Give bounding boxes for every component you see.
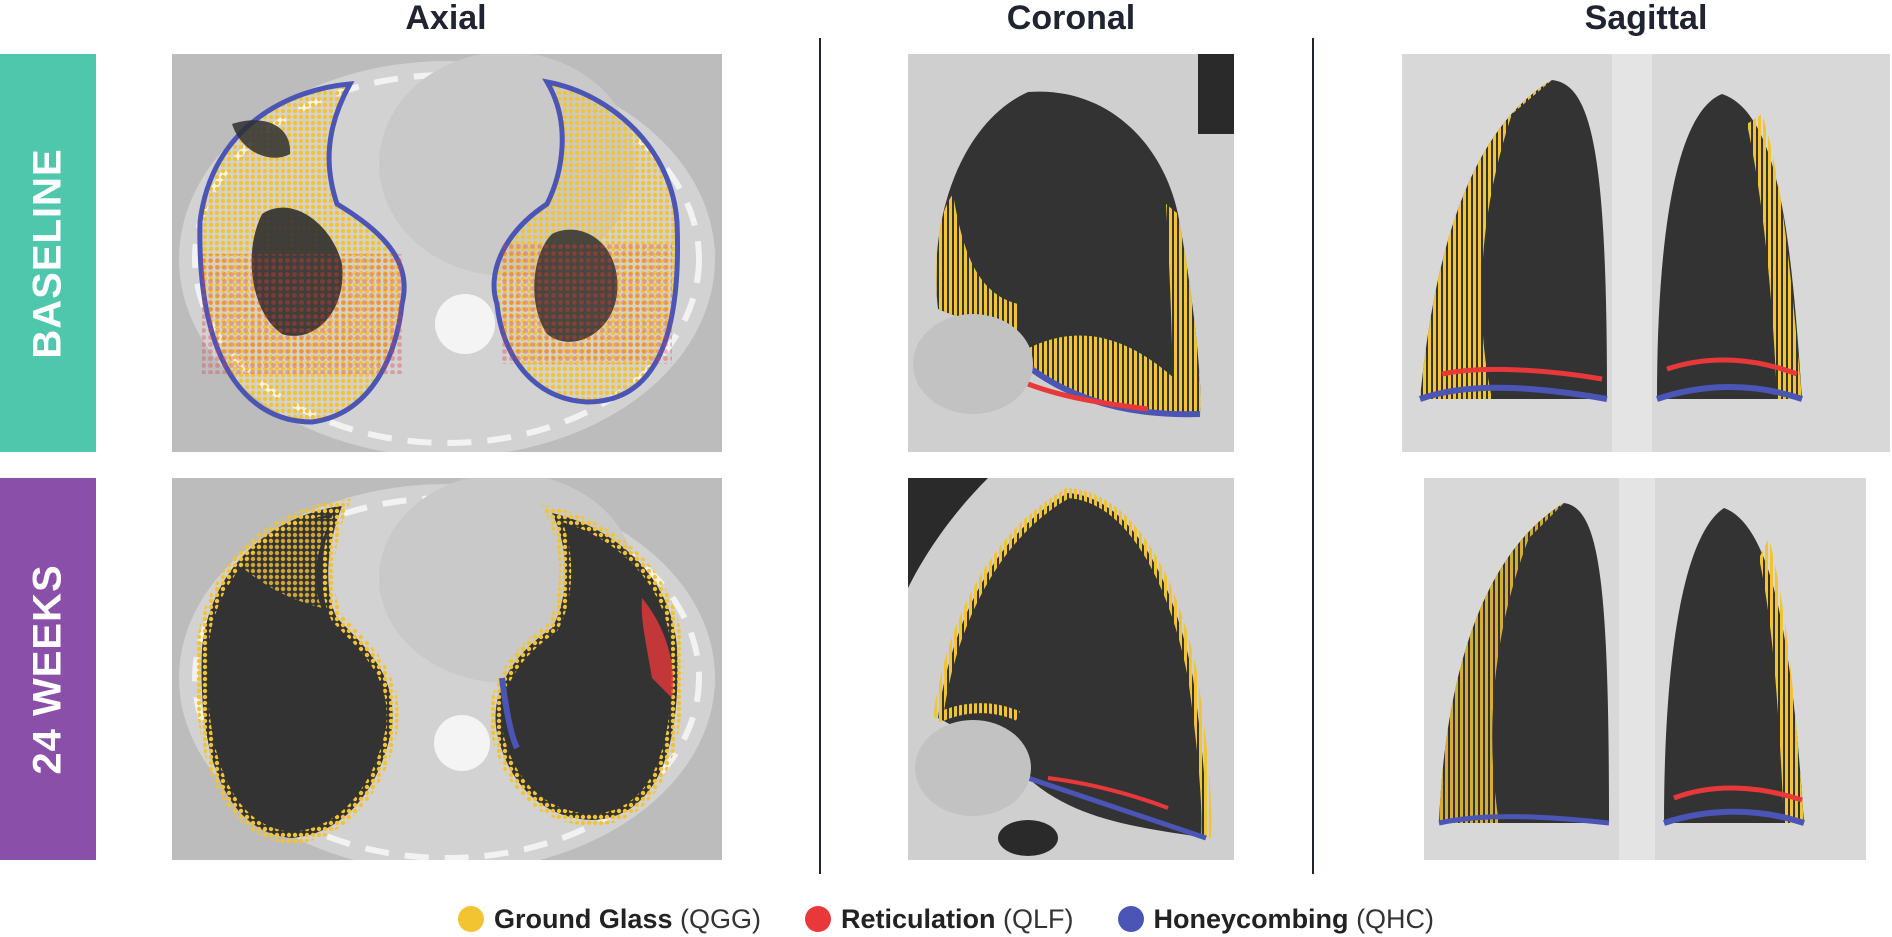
column-header-coronal: Coronal [1006, 0, 1136, 37]
honeycombing-swatch-icon [1117, 906, 1144, 932]
column-divider-left [819, 38, 821, 874]
reticulation-swatch-icon [805, 906, 831, 932]
ct-image-sagittal-baseline [1402, 54, 1890, 452]
legend-abbr-qhc: (QHC) [1356, 903, 1435, 934]
legend-item-honeycombing: Honeycombing (QHC) [1117, 903, 1435, 935]
row-label-baseline-text: BASELINE [25, 147, 70, 359]
legend-label-honeycombing: Honeycombing [1153, 903, 1349, 934]
legend-label-ground-glass: Ground Glass [493, 903, 673, 934]
ct-image-sagittal-24-weeks [1424, 478, 1866, 860]
column-header-axial: Axial [405, 0, 487, 37]
ct-image-coronal-24-weeks [908, 478, 1234, 860]
legend-abbr-qlf: (QLF) [1003, 903, 1074, 934]
ct-image-axial-24-weeks [172, 478, 722, 860]
ground-glass-swatch-icon [457, 906, 484, 932]
legend-item-reticulation: Reticulation (QLF) [805, 904, 1074, 935]
row-label-baseline: BASELINE [0, 54, 96, 452]
ct-image-axial-baseline [172, 54, 722, 452]
ct-image-coronal-baseline [908, 54, 1234, 452]
legend: Ground Glass (QGG) Reticulation (QLF) Ho… [0, 902, 1892, 936]
legend-item-ground-glass: Ground Glass (QGG) [457, 903, 761, 935]
legend-label-reticulation: Reticulation [841, 903, 996, 934]
row-label-24-weeks: 24 WEEKS [0, 478, 96, 860]
column-header-sagittal: Sagittal [1584, 0, 1708, 37]
column-divider-right [1312, 38, 1314, 874]
legend-abbr-qgg: (QGG) [680, 903, 761, 934]
row-label-24-weeks-text: 24 WEEKS [25, 563, 70, 775]
